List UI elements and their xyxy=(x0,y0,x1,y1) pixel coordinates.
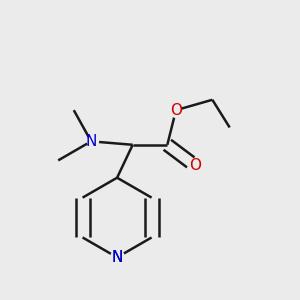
Text: O: O xyxy=(170,103,182,118)
Text: N: N xyxy=(111,250,123,265)
Text: N: N xyxy=(111,250,123,265)
Text: O: O xyxy=(189,158,201,173)
Text: N: N xyxy=(85,134,97,149)
